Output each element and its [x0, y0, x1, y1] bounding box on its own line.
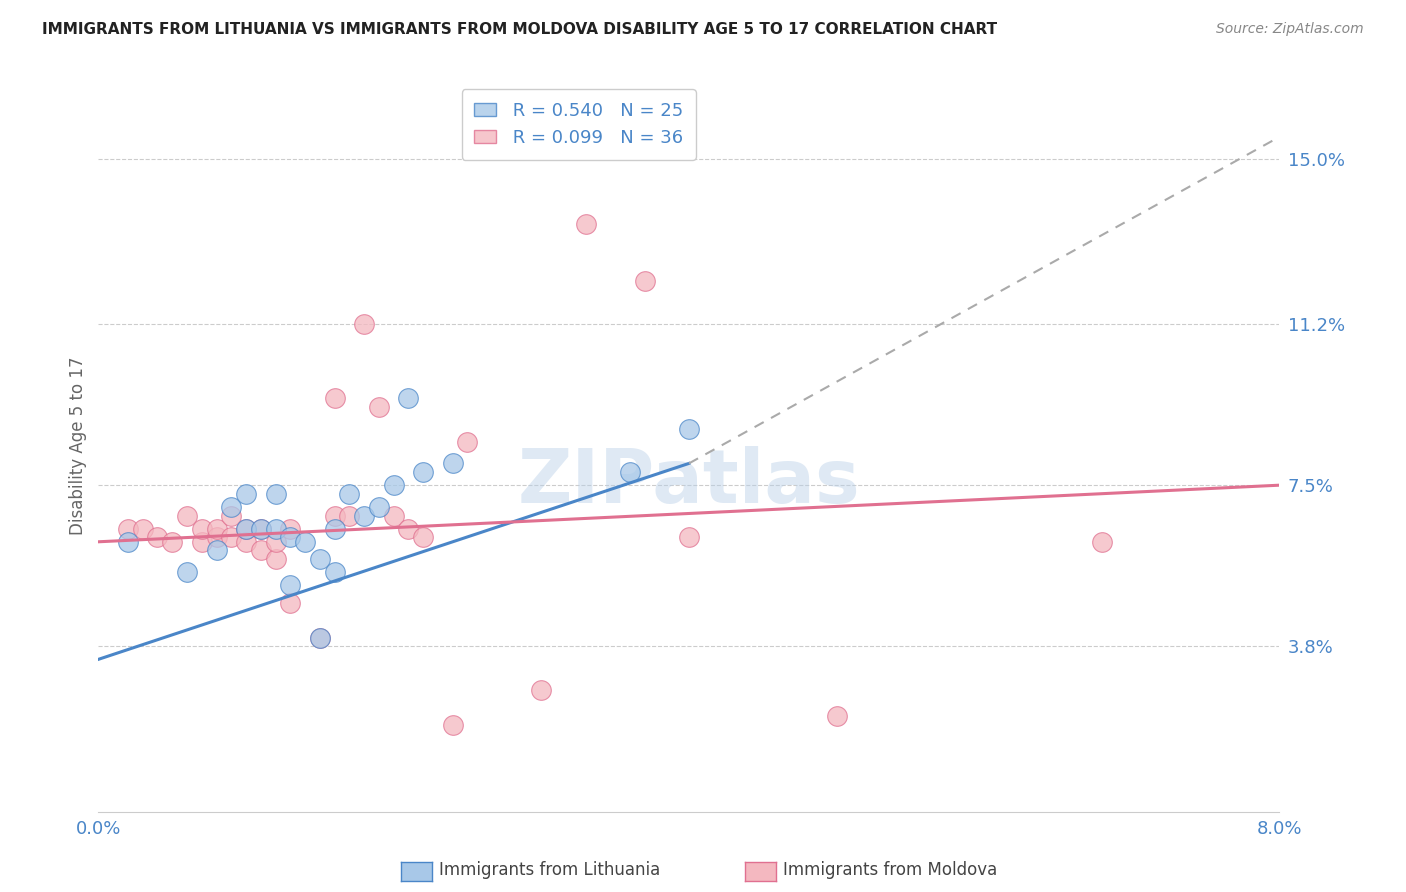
Point: [323, 522, 346, 536]
Point: [191, 534, 214, 549]
Point: [264, 487, 287, 501]
Point: [412, 530, 434, 544]
Point: [308, 552, 332, 566]
Point: [382, 508, 405, 523]
Point: [308, 631, 332, 645]
Point: [278, 530, 302, 544]
Point: [337, 508, 360, 523]
Text: IMMIGRANTS FROM LITHUANIA VS IMMIGRANTS FROM MOLDOVA DISABILITY AGE 5 TO 17 CORR: IMMIGRANTS FROM LITHUANIA VS IMMIGRANTS …: [42, 22, 997, 37]
Point: [441, 457, 464, 471]
Point: [294, 534, 316, 549]
Point: [278, 578, 302, 592]
Point: [441, 717, 464, 731]
Point: [219, 508, 242, 523]
Point: [264, 534, 287, 549]
Point: [678, 421, 700, 435]
Point: [278, 596, 302, 610]
Point: [530, 682, 553, 697]
Point: [117, 522, 139, 536]
Point: [367, 400, 389, 414]
Point: [574, 217, 596, 231]
Point: [278, 522, 302, 536]
Point: [337, 487, 360, 501]
Point: [250, 522, 273, 536]
Point: [205, 543, 228, 558]
Point: [235, 522, 257, 536]
Legend:  R = 0.540   N = 25,  R = 0.099   N = 36: R = 0.540 N = 25, R = 0.099 N = 36: [461, 89, 696, 160]
Point: [633, 274, 655, 288]
Point: [235, 522, 257, 536]
Point: [205, 530, 228, 544]
Point: [323, 391, 346, 405]
Point: [382, 478, 405, 492]
Point: [176, 508, 198, 523]
Text: Immigrants from Lithuania: Immigrants from Lithuania: [439, 861, 659, 879]
Point: [235, 534, 257, 549]
Point: [619, 465, 641, 479]
Point: [191, 522, 214, 536]
Point: [456, 434, 478, 449]
Point: [162, 534, 183, 549]
Point: [323, 566, 346, 580]
Point: [176, 566, 198, 580]
Point: [1091, 534, 1114, 549]
Point: [117, 534, 139, 549]
Point: [396, 391, 419, 405]
Point: [353, 508, 375, 523]
Text: ZIPatlas: ZIPatlas: [517, 446, 860, 519]
Text: Immigrants from Moldova: Immigrants from Moldova: [783, 861, 997, 879]
Point: [250, 543, 273, 558]
Point: [250, 522, 273, 536]
Point: [264, 552, 287, 566]
Point: [412, 465, 434, 479]
Point: [146, 530, 169, 544]
Point: [323, 508, 346, 523]
Point: [367, 500, 389, 514]
Point: [219, 500, 242, 514]
Point: [235, 487, 257, 501]
Point: [678, 530, 700, 544]
Point: [353, 317, 375, 331]
Point: [308, 631, 332, 645]
Point: [825, 709, 848, 723]
Point: [396, 522, 419, 536]
Text: Source: ZipAtlas.com: Source: ZipAtlas.com: [1216, 22, 1364, 37]
Point: [219, 530, 242, 544]
Y-axis label: Disability Age 5 to 17: Disability Age 5 to 17: [69, 357, 87, 535]
Point: [132, 522, 155, 536]
Point: [205, 522, 228, 536]
Point: [264, 522, 287, 536]
